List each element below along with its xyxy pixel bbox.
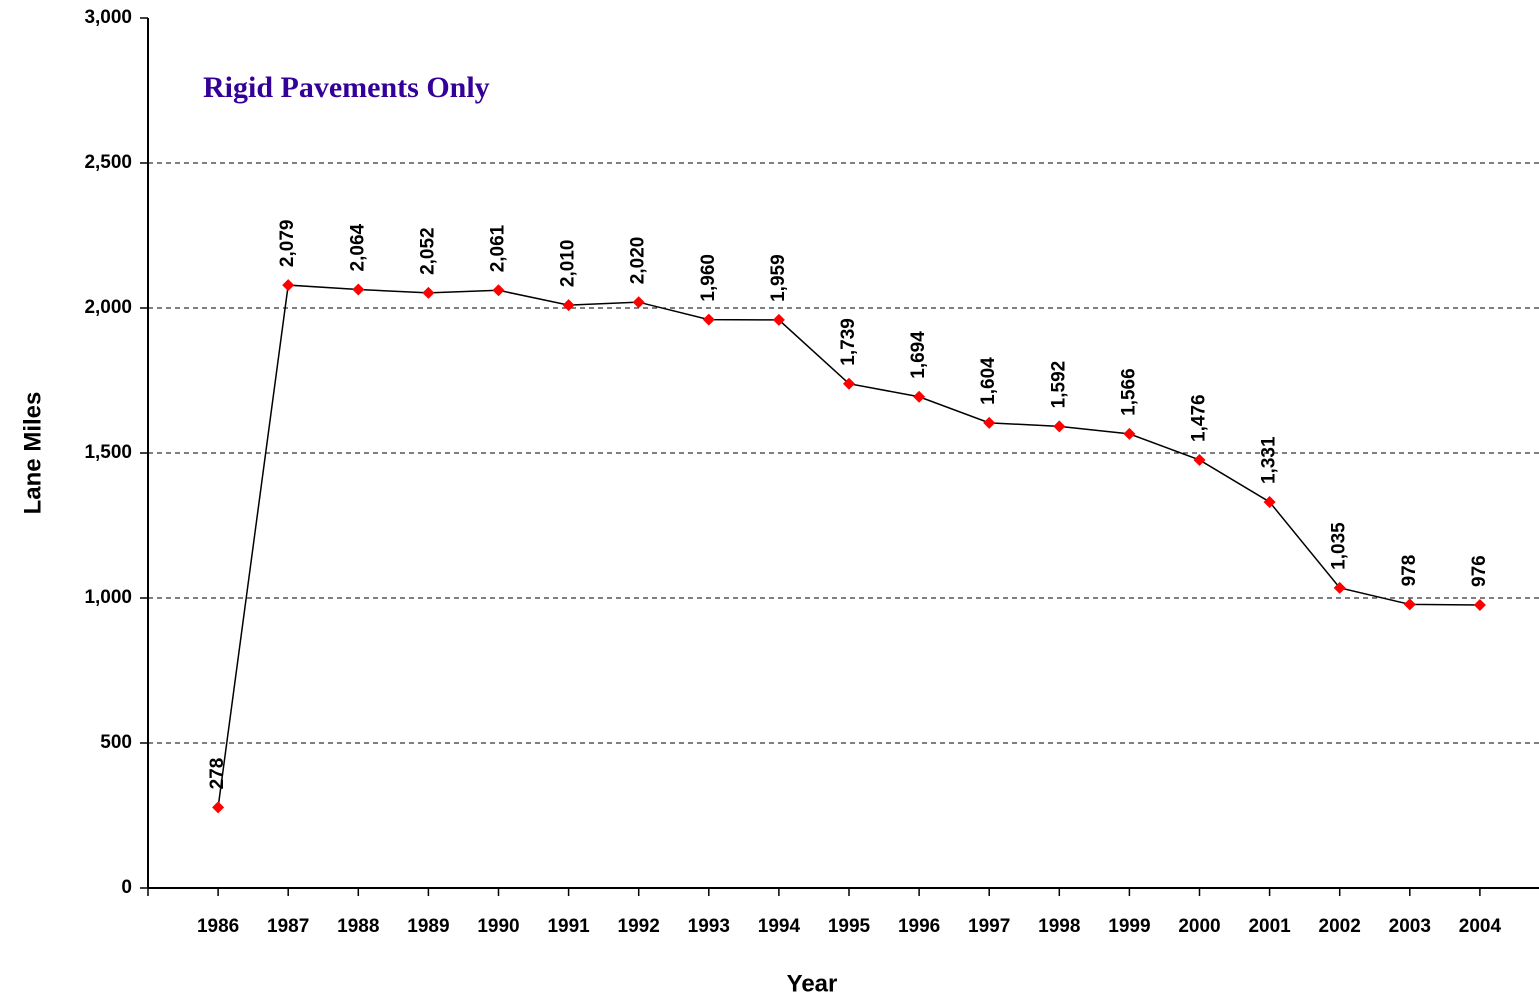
marker <box>492 284 505 297</box>
x-tick-label: 2004 <box>1459 916 1502 937</box>
marker <box>913 390 926 403</box>
y-tick-label: 2,000 <box>84 297 132 318</box>
marker <box>1473 598 1486 611</box>
marker <box>772 313 785 326</box>
marker <box>1123 427 1136 440</box>
y-tick-label: 2,500 <box>84 152 132 173</box>
data-label: 1,739 <box>838 318 859 366</box>
y-tick-label: 1,500 <box>84 442 132 463</box>
x-tick-label: 1993 <box>688 916 730 937</box>
data-label: 2,020 <box>628 237 649 285</box>
y-axis-title: Lane Miles <box>19 392 46 515</box>
marker <box>562 299 575 312</box>
data-label: 2,061 <box>488 224 509 272</box>
marker <box>352 283 365 296</box>
data-label: 2,010 <box>558 240 579 288</box>
data-label: 1,331 <box>1259 436 1280 484</box>
marker <box>1263 496 1276 509</box>
x-tick-label: 1998 <box>1038 916 1080 937</box>
data-label: 2,064 <box>347 223 368 271</box>
data-label: 1,592 <box>1048 361 1069 409</box>
data-label: 1,566 <box>1118 368 1139 416</box>
data-label: 278 <box>207 758 228 790</box>
data-label: 1,476 <box>1189 394 1210 442</box>
y-tick-label: 500 <box>100 732 132 753</box>
x-tick-label: 2001 <box>1248 916 1291 937</box>
data-label: 1,959 <box>768 254 789 302</box>
data-label: 2,079 <box>277 220 298 268</box>
data-label: 1,960 <box>698 254 719 302</box>
data-label: 976 <box>1469 555 1490 587</box>
y-tick-label: 3,000 <box>84 7 132 28</box>
marker <box>212 801 225 814</box>
marker <box>843 377 855 390</box>
x-tick-label: 1990 <box>477 916 519 937</box>
data-label: 1,604 <box>978 357 999 405</box>
marker <box>282 279 295 292</box>
x-tick-label: 1995 <box>828 916 871 937</box>
marker <box>702 313 715 326</box>
x-tick-label: 2003 <box>1389 916 1431 937</box>
data-label: 2,052 <box>417 227 438 275</box>
x-tick-label: 1987 <box>267 916 309 937</box>
x-tick-label: 1994 <box>758 916 801 937</box>
x-tick-label: 1997 <box>968 916 1010 937</box>
marker <box>1193 453 1206 466</box>
x-tick-label: 2002 <box>1319 916 1361 937</box>
x-tick-label: 1999 <box>1108 916 1150 937</box>
data-label: 1,035 <box>1329 522 1350 570</box>
x-tick-label: 1992 <box>618 916 660 937</box>
data-label: 1,694 <box>908 331 929 379</box>
annotation: Rigid Pavements Only <box>203 71 490 104</box>
marker <box>422 286 435 299</box>
x-tick-label: 1988 <box>337 916 379 937</box>
y-tick-label: 1,000 <box>84 587 132 608</box>
x-tick-label: 2000 <box>1178 916 1220 937</box>
x-axis-title: Year <box>787 970 838 997</box>
x-tick-label: 1996 <box>898 916 940 937</box>
marker <box>1053 420 1066 433</box>
marker <box>1403 598 1416 611</box>
y-tick-label: 0 <box>121 877 132 898</box>
x-tick-label: 1986 <box>197 916 239 937</box>
marker <box>1333 581 1346 594</box>
x-tick-label: 1989 <box>407 916 449 937</box>
x-tick-label: 1991 <box>547 916 590 937</box>
marker <box>983 416 996 429</box>
marker <box>632 296 645 309</box>
data-label: 978 <box>1399 555 1420 587</box>
